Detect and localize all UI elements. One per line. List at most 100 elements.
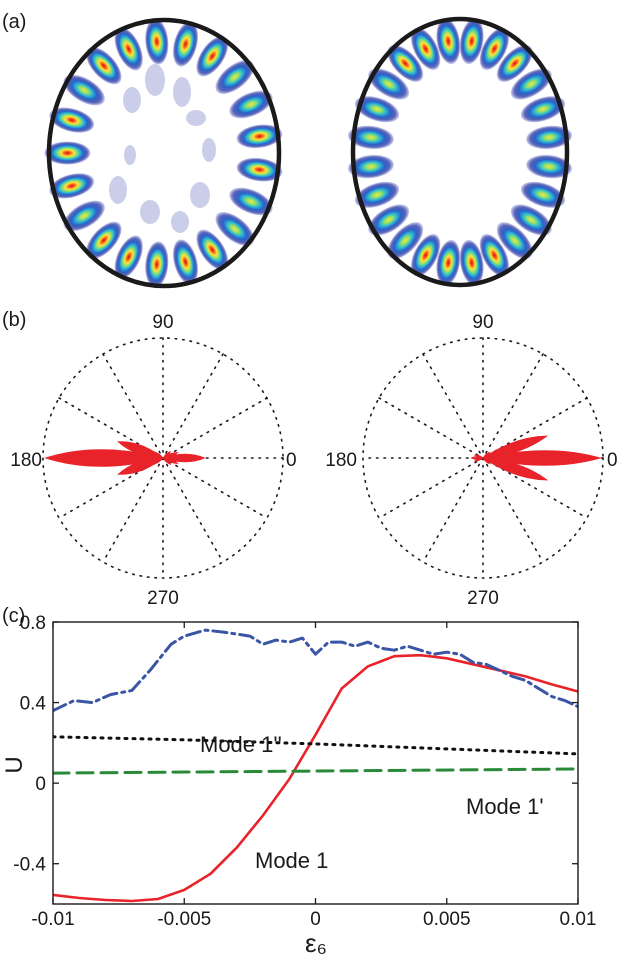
left-far-field-lobe bbox=[117, 441, 164, 459]
cavity-boundary-right bbox=[350, 16, 570, 288]
series-line-mode-1p bbox=[53, 767, 578, 775]
cavity-boundary-left bbox=[46, 17, 282, 289]
x-tick-label: 0 bbox=[310, 909, 321, 930]
series-line-dash-dot bbox=[53, 628, 578, 713]
y-tick-label: -0.4 bbox=[13, 855, 46, 876]
right-mode-lobe bbox=[436, 240, 461, 286]
right-mode-lobe bbox=[496, 44, 533, 82]
y-axis-label: U bbox=[1, 756, 28, 773]
polar-right-label-270: 270 bbox=[467, 588, 499, 609]
chart-series bbox=[53, 628, 578, 903]
left-mode-lobe bbox=[86, 221, 122, 259]
ghost-patches-left bbox=[109, 64, 216, 233]
right-mode-lobe bbox=[520, 96, 566, 123]
x-tick-label: -0.005 bbox=[157, 909, 211, 930]
right-mode-lobe bbox=[387, 44, 424, 82]
polar-right-label-0: 0 bbox=[607, 450, 618, 471]
right-mode-lobe bbox=[479, 234, 510, 277]
far-field-polar-right bbox=[362, 337, 604, 579]
left-mode-lobe bbox=[145, 241, 169, 288]
interior-patch bbox=[140, 200, 160, 224]
panel-b-label: (b) bbox=[2, 309, 26, 331]
right-mode-lobe bbox=[520, 181, 566, 208]
y-tick-label: 0.4 bbox=[20, 694, 47, 715]
right-mode-lobe bbox=[459, 18, 484, 64]
u-vs-epsilon-chart: -0.01 -0.005 0 0.005 0.01 0.8 0.4 0 -0.4 Mode 1'… bbox=[1, 613, 596, 958]
x-tick-label: 0.005 bbox=[423, 909, 471, 930]
left-far-field-lobe bbox=[153, 451, 164, 459]
polar-left-label-0: 0 bbox=[286, 450, 297, 471]
x-tick-label: 0.01 bbox=[560, 909, 597, 930]
left-mode-lobe bbox=[196, 36, 229, 77]
right-mode-lobe bbox=[354, 181, 400, 208]
interior-patch bbox=[190, 182, 210, 208]
right-mode-lobe bbox=[526, 125, 573, 150]
left-mode-lobe bbox=[114, 27, 143, 71]
series-line-mode-1pp bbox=[53, 735, 578, 756]
polar-left-label-180: 180 bbox=[10, 450, 42, 471]
right-mode-lobe bbox=[368, 204, 410, 236]
right-far-field-lobe bbox=[481, 435, 549, 459]
left-far-field-lobe bbox=[162, 451, 172, 459]
whispering-gallery-modes-right bbox=[347, 18, 573, 286]
annotation-mode-1-double-prime: Mode 1'' bbox=[200, 732, 282, 757]
y-tick-label: 0.8 bbox=[20, 613, 46, 634]
interior-patch bbox=[202, 138, 216, 162]
right-far-field-lobe bbox=[473, 457, 484, 462]
left-mode-lobe bbox=[172, 21, 199, 67]
interior-patch bbox=[123, 87, 141, 113]
left-mode-lobe bbox=[63, 74, 105, 106]
left-mode-lobe bbox=[229, 187, 273, 216]
right-mode-lobe bbox=[479, 27, 510, 70]
annotation-mode-1: Mode 1 bbox=[255, 848, 328, 873]
annotation-mode-1-prime: Mode 1' bbox=[466, 794, 544, 819]
panel-a-label: (a) bbox=[2, 11, 26, 33]
left-mode-lobe bbox=[172, 239, 199, 285]
left-far-field-lobe bbox=[162, 457, 172, 465]
right-mode-lobe bbox=[459, 240, 484, 286]
series-line-mode-1 bbox=[53, 653, 578, 903]
polar-right-label-90: 90 bbox=[472, 312, 493, 333]
axis-tick-labels: -0.01 -0.005 0 0.005 0.01 0.8 0.4 0 -0.4 bbox=[13, 613, 596, 930]
left-mode-lobe bbox=[114, 235, 143, 279]
right-mode-lobe bbox=[354, 96, 400, 123]
right-mode-lobe bbox=[496, 222, 533, 260]
left-mode-lobe bbox=[236, 124, 283, 149]
x-tick-label: -0.01 bbox=[31, 909, 74, 930]
left-mode-lobe bbox=[145, 18, 169, 65]
left-mode-lobe bbox=[215, 60, 255, 94]
x-axis-label: ε₆ bbox=[305, 928, 327, 958]
polar-left-label-270: 270 bbox=[147, 588, 179, 609]
polar-right-label-180: 180 bbox=[325, 450, 357, 471]
interior-patch bbox=[186, 110, 206, 126]
right-mode-lobe bbox=[387, 222, 424, 260]
right-mode-lobe bbox=[410, 234, 441, 277]
right-mode-lobe bbox=[510, 68, 552, 100]
right-mode-lobe bbox=[410, 27, 441, 70]
left-far-field-lobe bbox=[153, 457, 164, 465]
right-far-field-lobe bbox=[481, 457, 549, 481]
interior-patch bbox=[171, 211, 189, 233]
left-mode-lobe bbox=[63, 200, 105, 232]
right-far-field-lobe bbox=[482, 450, 603, 466]
cavity-left bbox=[44, 17, 283, 289]
interior-patch bbox=[145, 64, 165, 96]
left-mode-lobe bbox=[196, 229, 229, 270]
right-far-field-lobe bbox=[482, 451, 491, 459]
interior-patch bbox=[109, 176, 127, 204]
right-mode-lobe bbox=[368, 68, 410, 100]
right-far-field-lobe bbox=[473, 454, 484, 459]
right-mode-lobe bbox=[436, 18, 461, 64]
left-far-field-lobe bbox=[44, 449, 165, 467]
right-far-field-lobe bbox=[482, 457, 491, 465]
right-mode-lobe bbox=[510, 204, 552, 236]
left-far-field-lobe bbox=[162, 453, 206, 463]
left-far-field-lobe bbox=[117, 457, 164, 475]
y-tick-label: 0 bbox=[35, 774, 46, 795]
right-mode-lobe bbox=[347, 154, 394, 179]
left-mode-lobe bbox=[49, 107, 95, 133]
right-mode-lobe bbox=[347, 125, 394, 150]
left-mode-lobe bbox=[229, 90, 273, 119]
right-mode-lobe bbox=[526, 154, 573, 179]
